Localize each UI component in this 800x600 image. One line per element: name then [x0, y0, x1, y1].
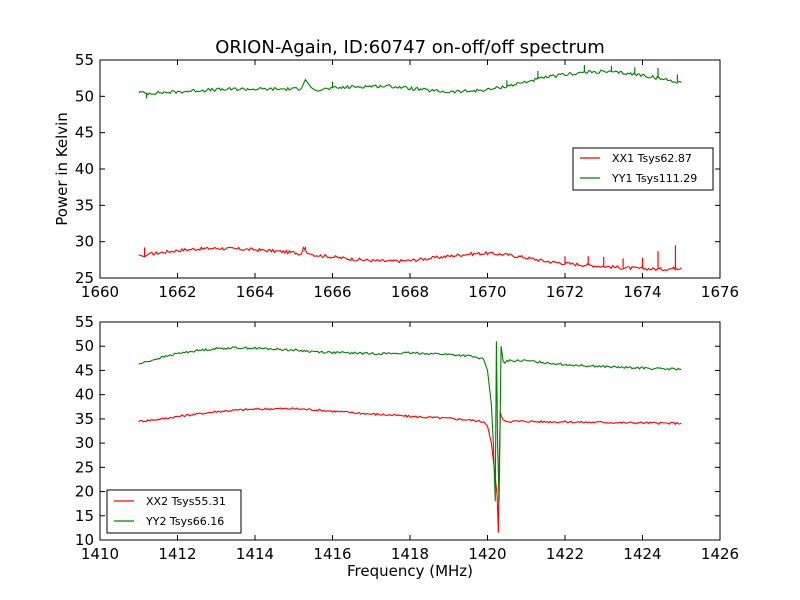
top-ytick-label: 50 [75, 87, 94, 105]
top-legend-label-xx1: XX1 Tsys62.87 [612, 152, 692, 165]
bottom-xtick-label: 1412 [158, 545, 196, 563]
top-ytick-label: 25 [75, 269, 94, 287]
top-xtick-label: 1664 [236, 283, 274, 301]
top-legend-label-yy1: YY1 Tsys111.29 [611, 172, 697, 185]
top-panel: 1660 1662 1664 1666 1668 1670 1672 1674 1676 25 30… [53, 51, 739, 301]
bottom-ytick-label: 25 [75, 458, 94, 476]
bottom-xtick-label: 1426 [701, 545, 739, 563]
bottom-panel: 1410 1412 1414 1416 1418 1420 1422 1424 1426 10 15… [75, 313, 739, 580]
bottom-xtick-label: 1420 [468, 545, 506, 563]
top-panel-legend: XX1 Tsys62.87 YY1 Tsys111.29 [572, 147, 714, 191]
top-xtick-label: 1660 [81, 283, 119, 301]
bottom-ytick-label: 20 [75, 483, 94, 501]
top-panel-plot-area [138, 65, 682, 272]
bottom-series-line-2 [138, 341, 682, 502]
bottom-panel-plot-area [138, 341, 682, 533]
bottom-xtick-label: 1424 [623, 545, 661, 563]
top-ytick-label: 55 [75, 51, 94, 69]
bottom-legend-label-yy2: YY2 Tsys66.16 [145, 515, 224, 528]
bottom-ytick-label: 40 [75, 386, 94, 404]
bottom-xtick-label: 1414 [236, 545, 274, 563]
top-legend-box [572, 147, 714, 191]
chart-title: ORION-Again, ID:60747 on-off/off spectru… [215, 37, 605, 58]
bottom-panel-ticks: 1410 1412 1414 1416 1418 1420 1422 1424 1426 10 15… [75, 313, 739, 563]
top-xtick-label: 1662 [158, 283, 196, 301]
bottom-legend-box [106, 489, 242, 534]
top-xtick-label: 1670 [468, 283, 506, 301]
bottom-series-line-1 [138, 407, 682, 533]
bottom-panel-legend: XX2 Tsys55.31 YY2 Tsys66.16 [106, 489, 242, 534]
bottom-xtick-label: 1422 [546, 545, 584, 563]
bottom-ytick-label: 15 [75, 507, 94, 525]
top-xtick-label: 1668 [391, 283, 429, 301]
top-xtick-label: 1674 [623, 283, 661, 301]
bottom-legend-label-xx2: XX2 Tsys55.31 [146, 495, 226, 508]
top-xtick-label: 1672 [546, 283, 584, 301]
bottom-ytick-label: 55 [75, 313, 94, 331]
bottom-ytick-label: 50 [75, 337, 94, 355]
top-ytick-label: 40 [75, 160, 94, 178]
top-panel-ylabel: Power in Kelvin [53, 112, 71, 226]
top-xtick-label: 1676 [701, 283, 739, 301]
top-xtick-label: 1666 [313, 283, 351, 301]
bottom-xtick-label: 1410 [81, 545, 119, 563]
top-ytick-label: 35 [75, 196, 94, 214]
bottom-xtick-label: 1418 [391, 545, 429, 563]
bottom-ytick-label: 10 [75, 531, 94, 549]
top-series-line-2 [138, 69, 682, 96]
top-ytick-label: 30 [75, 233, 94, 251]
top-panel-ticks: 1660 1662 1664 1666 1668 1670 1672 1674 1676 25 30… [75, 51, 739, 301]
bottom-ytick-label: 35 [75, 410, 94, 428]
top-ytick-label: 45 [75, 124, 94, 142]
bottom-xtick-label: 1416 [313, 545, 351, 563]
bottom-ytick-label: 45 [75, 361, 94, 379]
top-series-line-1 [138, 246, 682, 272]
bottom-panel-xlabel: Frequency (MHz) [347, 562, 473, 580]
bottom-ytick-label: 30 [75, 434, 94, 452]
